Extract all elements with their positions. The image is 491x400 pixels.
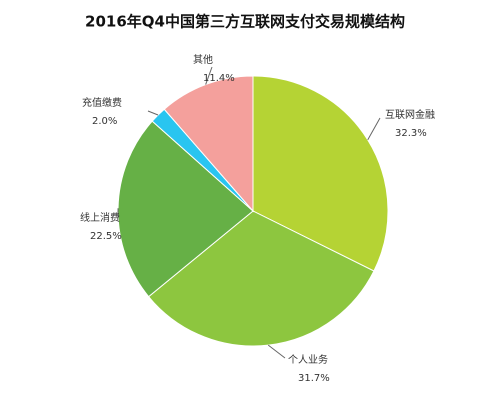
value-label: 11.4% — [203, 73, 235, 84]
slice-label: 互联网金融 — [385, 108, 435, 121]
pie-slice — [163, 75, 254, 213]
slice-label: 个人业务 — [288, 353, 328, 366]
slice-label: 线上消费 — [80, 211, 120, 224]
leader-line — [367, 117, 381, 141]
slice-label: 充值缴费 — [82, 96, 122, 109]
value-label: 22.5% — [90, 231, 122, 242]
pie-slice — [117, 120, 254, 298]
leader-line — [147, 110, 159, 116]
value-label: 2.0% — [92, 116, 117, 127]
value-label: 31.7% — [298, 373, 330, 384]
leader-line — [205, 66, 213, 85]
slice-label: 其他 — [193, 53, 213, 66]
leader-line — [267, 344, 286, 359]
pie-slice — [252, 75, 389, 272]
chart-title: 2016年Q4中国第三方互联网支付交易规模结构 — [85, 13, 405, 31]
value-label: 32.3% — [395, 128, 427, 139]
